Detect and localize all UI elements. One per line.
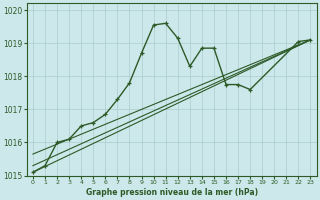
X-axis label: Graphe pression niveau de la mer (hPa): Graphe pression niveau de la mer (hPa)	[86, 188, 258, 197]
